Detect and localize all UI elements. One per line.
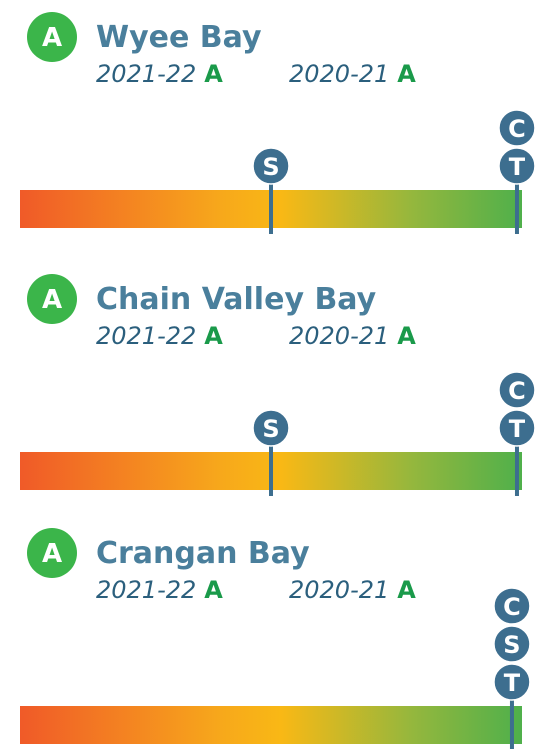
marker xyxy=(498,371,536,409)
year-grade: 2020-21 A xyxy=(289,576,416,604)
grade-badge xyxy=(27,274,77,324)
site-section: A Wyee Bay 2021-22 A 2020-21 A S TC xyxy=(20,12,536,234)
year-grade: 2020-21 A xyxy=(289,322,416,350)
marker xyxy=(498,147,536,185)
year-label: 2021-22 xyxy=(96,576,196,604)
year-label: 2021-22 xyxy=(96,322,196,350)
grade-letter: A xyxy=(42,285,62,315)
year-grade: 2021-22 A xyxy=(96,322,223,350)
year-grade-letter: A xyxy=(204,60,223,88)
year-grade: 2020-21 A xyxy=(289,60,416,88)
marker-label: S xyxy=(262,153,279,181)
marker-label: S xyxy=(503,631,520,659)
year-grade-letter: A xyxy=(204,322,223,350)
marker-label: T xyxy=(509,153,526,181)
site-name: Crangan Bay xyxy=(96,536,310,571)
marker-label: C xyxy=(503,593,521,621)
year-grade-letter: A xyxy=(397,576,416,604)
year-grade-letter: A xyxy=(397,60,416,88)
grade-letter: A xyxy=(42,539,62,569)
year-label: 2020-21 xyxy=(289,576,389,604)
year-grade: 2021-22 A xyxy=(96,576,223,604)
marker-label: S xyxy=(262,415,279,443)
marker xyxy=(252,147,290,185)
marker-label: T xyxy=(509,415,526,443)
marker xyxy=(498,109,536,147)
site-section: A Chain Valley Bay 2021-22 A 2020-21 A S TC xyxy=(20,274,536,496)
year-label: 2021-22 xyxy=(96,60,196,88)
marker-label: C xyxy=(508,115,526,143)
year-label: 2020-21 xyxy=(289,322,389,350)
site-name: Wyee Bay xyxy=(96,20,262,55)
site-name: Chain Valley Bay xyxy=(96,282,377,317)
year-grade-letter: A xyxy=(204,576,223,604)
marker xyxy=(498,409,536,447)
grade-badge xyxy=(27,12,77,62)
grade-badge xyxy=(27,528,77,578)
marker xyxy=(493,625,531,663)
year-grade-letter: A xyxy=(397,322,416,350)
marker-label: T xyxy=(504,669,521,697)
marker xyxy=(252,409,290,447)
grade-letter: A xyxy=(42,23,62,53)
marker xyxy=(493,587,531,625)
marker-label: C xyxy=(508,377,526,405)
site-section: A Crangan Bay 2021-22 A 2020-21 A TSC xyxy=(20,528,531,749)
marker xyxy=(493,663,531,701)
year-label: 2020-21 xyxy=(289,60,389,88)
year-grade: 2021-22 A xyxy=(96,60,223,88)
score-bar xyxy=(20,706,522,744)
